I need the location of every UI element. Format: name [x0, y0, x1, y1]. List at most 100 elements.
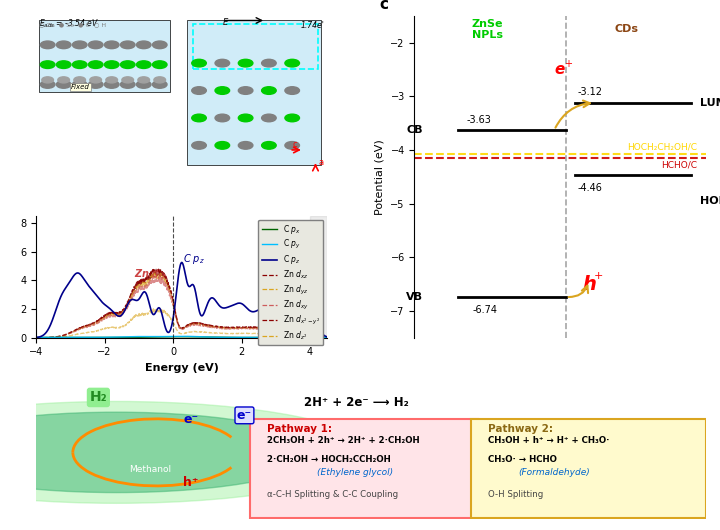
- Line: Zn $d_{z^2}$: Zn $d_{z^2}$: [36, 309, 327, 338]
- Circle shape: [138, 77, 150, 83]
- Zn $d_{x^2-y^2}$: [32, 334, 40, 341]
- FancyBboxPatch shape: [251, 419, 478, 518]
- Zn $d_{yz}$: [259, 325, 268, 331]
- Zn $d_{z^2}$: [259, 331, 268, 337]
- Zn $d_{x^2-y^2}$: [259, 324, 268, 331]
- FancyArrowPatch shape: [569, 286, 588, 297]
- Text: CH₃O· → HCHO: CH₃O· → HCHO: [488, 455, 557, 464]
- Text: -3.12: -3.12: [577, 87, 603, 98]
- Text: 2CH₃OH + 2h⁺ → 2H⁺ + 2·CH₂OH: 2CH₃OH + 2h⁺ → 2H⁺ + 2·CH₂OH: [267, 436, 420, 445]
- Circle shape: [73, 41, 87, 49]
- Text: Pathway 2:: Pathway 2:: [488, 424, 553, 434]
- C $p_y$: [264, 334, 273, 341]
- Circle shape: [104, 61, 119, 68]
- Text: ZnSe
NPLs: ZnSe NPLs: [472, 19, 503, 40]
- Zn $d_{xz}$: [150, 267, 158, 273]
- Text: CB: CB: [407, 125, 423, 135]
- Zn $d_{z^2}$: [32, 334, 40, 341]
- C $p_z$: [177, 259, 186, 266]
- Text: h⁺: h⁺: [184, 476, 199, 489]
- Text: C $p_z$: C $p_z$: [183, 252, 204, 266]
- Text: h: h: [582, 275, 596, 294]
- C $p_z$: [160, 320, 168, 326]
- Text: c: c: [379, 0, 389, 13]
- Line: Zn $d_{x^2-y^2}$: Zn $d_{x^2-y^2}$: [36, 269, 327, 338]
- Circle shape: [261, 142, 276, 149]
- Zn $d_{x^2-y^2}$: [160, 271, 168, 278]
- Zn $d_{xy}$: [232, 325, 240, 332]
- Zn $d_{xy}$: [264, 326, 273, 332]
- Text: $E$: $E$: [222, 16, 230, 27]
- Circle shape: [238, 142, 253, 149]
- Zn $d_{z^2}$: [323, 334, 331, 341]
- Circle shape: [215, 142, 230, 149]
- C $p_x$: [259, 334, 268, 341]
- Text: LUMO: LUMO: [700, 98, 720, 108]
- Zn $d_{xy}$: [32, 334, 40, 341]
- Line: Zn $d_{yz}$: Zn $d_{yz}$: [36, 272, 327, 338]
- C $p_y$: [178, 333, 186, 339]
- Zn $d_{z^2}$: [61, 333, 70, 340]
- Circle shape: [238, 114, 253, 122]
- Text: -6.74: -6.74: [473, 305, 498, 315]
- Circle shape: [238, 59, 253, 67]
- Line: C $p_z$: C $p_z$: [36, 262, 327, 338]
- Zn $d_{xy}$: [150, 273, 158, 279]
- Text: Methanol: Methanol: [129, 465, 171, 474]
- Text: 2H⁺ + 2e⁻ ⟶ H₂: 2H⁺ + 2e⁻ ⟶ H₂: [304, 396, 408, 409]
- Zn $d_{x^2-y^2}$: [61, 331, 70, 338]
- Line: C $p_y$: C $p_y$: [36, 336, 327, 338]
- Zn $d_{xz}$: [154, 266, 163, 272]
- Text: ○ Zn  ● Se  ● C  ○ H: ○ Zn ● Se ● C ○ H: [39, 22, 106, 27]
- Zn $d_{x^2-y^2}$: [323, 334, 331, 341]
- Circle shape: [285, 87, 300, 94]
- Text: a: a: [318, 158, 323, 167]
- Text: $E_{ads}$ = -3.54 eV: $E_{ads}$ = -3.54 eV: [39, 17, 99, 30]
- Circle shape: [136, 81, 151, 89]
- Circle shape: [215, 114, 230, 122]
- C $p_z$: [323, 334, 331, 340]
- Circle shape: [192, 114, 207, 122]
- Text: HCHO/C: HCHO/C: [661, 161, 697, 170]
- Text: e⁻: e⁻: [184, 413, 199, 426]
- C $p_y$: [232, 334, 240, 341]
- Zn $d_{yz}$: [160, 279, 168, 285]
- Circle shape: [285, 114, 300, 122]
- C $p_x$: [264, 334, 273, 341]
- Zn $d_{x^2-y^2}$: [150, 268, 158, 275]
- Circle shape: [261, 87, 276, 94]
- C $p_x$: [176, 333, 184, 340]
- Text: HOCH₂CH₂OH/C: HOCH₂CH₂OH/C: [627, 143, 697, 152]
- Zn $d_{xz}$: [61, 331, 70, 338]
- Text: Fixed: Fixed: [71, 84, 90, 90]
- Circle shape: [285, 142, 300, 149]
- Circle shape: [56, 81, 71, 89]
- Text: c: c: [292, 140, 297, 149]
- Circle shape: [192, 142, 207, 149]
- Zn $d_{x^2-y^2}$: [232, 324, 240, 331]
- Text: e⁻: e⁻: [237, 409, 252, 422]
- Circle shape: [56, 61, 71, 68]
- Zn $d_{x^2-y^2}$: [264, 325, 273, 331]
- C $p_z$: [264, 304, 273, 310]
- Circle shape: [0, 412, 318, 492]
- C $p_x$: [61, 334, 70, 341]
- FancyBboxPatch shape: [39, 21, 170, 92]
- Text: -3.63: -3.63: [467, 115, 492, 125]
- Circle shape: [56, 41, 71, 49]
- Circle shape: [192, 87, 207, 94]
- Zn $d_{xy}$: [61, 332, 70, 338]
- C $p_y$: [61, 334, 70, 341]
- Zn $d_{z^2}$: [232, 330, 240, 337]
- C $p_y$: [323, 334, 331, 341]
- Circle shape: [73, 61, 87, 68]
- Circle shape: [42, 77, 53, 83]
- Zn $d_{z^2}$: [264, 331, 273, 337]
- Circle shape: [89, 41, 103, 49]
- Circle shape: [120, 81, 135, 89]
- Zn $d_{xz}$: [232, 324, 240, 331]
- Zn $d_{xy}$: [150, 275, 158, 281]
- Zn $d_{z^2}$: [149, 306, 158, 312]
- Text: α-C-H Splitting & C-C Coupling: α-C-H Splitting & C-C Coupling: [267, 490, 398, 499]
- Zn $d_{yz}$: [150, 269, 158, 276]
